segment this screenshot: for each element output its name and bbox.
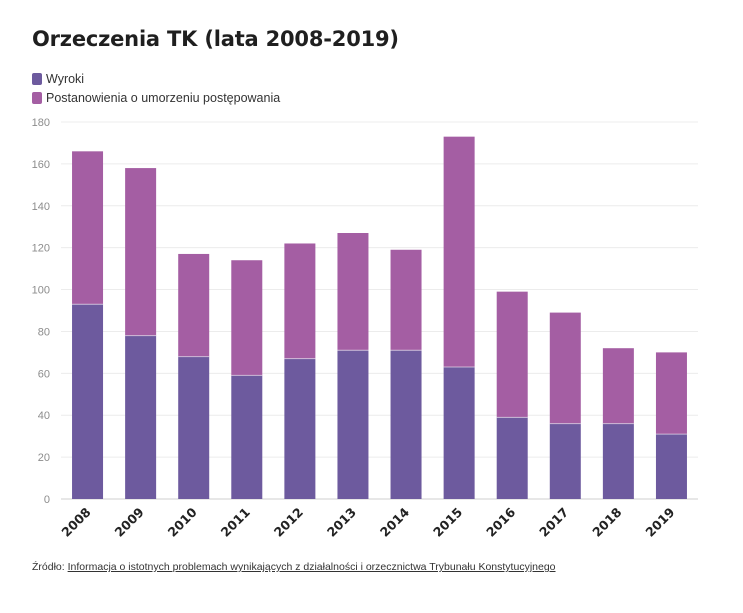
bar-postanowienia-2010	[178, 253, 210, 357]
bar-wyroki-2019	[655, 434, 687, 499]
x-tick-label-2010: 2010	[165, 504, 200, 539]
bar-wyroki-2014	[390, 350, 422, 499]
y-tick-label-100: 100	[32, 285, 50, 297]
x-tick-label-2009: 2009	[112, 505, 147, 540]
bar-wyroki-2008	[72, 304, 104, 499]
legend-item-wyroki[interactable]: Wyroki	[32, 69, 280, 88]
x-tick-label-2016: 2016	[483, 504, 518, 539]
bar-postanowienia-2011	[231, 260, 263, 376]
y-tick-label-40: 40	[38, 410, 50, 422]
bar-postanowienia-2009	[125, 168, 157, 336]
y-tick-label-60: 60	[38, 368, 50, 380]
bar-postanowienia-2016	[496, 291, 528, 418]
bar-postanowienia-2014	[390, 249, 422, 351]
bar-wyroki-2016	[496, 417, 528, 499]
bar-postanowienia-2018	[602, 348, 634, 424]
bar-postanowienia-2017	[549, 312, 581, 424]
x-tick-label-2019: 2019	[642, 505, 677, 540]
bar-wyroki-2010	[178, 356, 210, 499]
legend-item-postanowienia[interactable]: Postanowienia o umorzeniu postępowania	[32, 88, 280, 107]
x-tick-label-2014: 2014	[377, 504, 412, 539]
x-tick-label-2018: 2018	[589, 505, 624, 540]
x-tick-label-2013: 2013	[324, 505, 359, 540]
x-tick-label-2008: 2008	[58, 505, 93, 540]
y-tick-label-180: 180	[32, 117, 50, 129]
legend-label-wyroki: Wyroki	[46, 71, 85, 86]
legend-swatch-postanowienia	[32, 91, 42, 104]
source-link[interactable]: Informacja o istotnych problemach wynika…	[67, 561, 556, 573]
legend-label-postanowienia: Postanowienia o umorzeniu postępowania	[46, 90, 281, 105]
legend-swatch-wyroki	[32, 72, 42, 85]
y-tick-label-160: 160	[32, 159, 50, 171]
y-tick-label-120: 120	[32, 243, 50, 255]
legend: Wyroki Postanowienia o umorzeniu postępo…	[32, 69, 280, 107]
bar-postanowienia-2013	[337, 233, 369, 351]
y-tick-label-20: 20	[38, 452, 50, 464]
source-note: Źródło: Informacja o istotnych problemac…	[32, 561, 556, 573]
y-tick-label-80: 80	[38, 326, 50, 338]
y-tick-label-0: 0	[44, 494, 50, 506]
bar-wyroki-2013	[337, 350, 369, 499]
bar-wyroki-2012	[284, 358, 316, 499]
bar-postanowienia-2008	[72, 151, 104, 305]
bar-postanowienia-2019	[655, 352, 687, 435]
bar-wyroki-2009	[125, 335, 157, 499]
y-tick-label-140: 140	[32, 201, 50, 213]
x-tick-label-2017: 2017	[536, 505, 571, 540]
x-tick-label-2015: 2015	[430, 505, 465, 540]
bar-wyroki-2018	[602, 423, 634, 499]
source-label: Źródło:	[32, 561, 65, 573]
bar-wyroki-2011	[231, 375, 263, 499]
x-tick-label-2012: 2012	[271, 505, 306, 540]
x-tick-label-2011: 2011	[218, 505, 253, 540]
bar-postanowienia-2012	[284, 243, 316, 359]
bar-wyroki-2017	[549, 423, 581, 499]
bar-wyroki-2015	[443, 367, 475, 499]
bar-postanowienia-2015	[443, 136, 475, 368]
chart-title: Orzeczenia TK (lata 2008-2019)	[32, 27, 399, 51]
